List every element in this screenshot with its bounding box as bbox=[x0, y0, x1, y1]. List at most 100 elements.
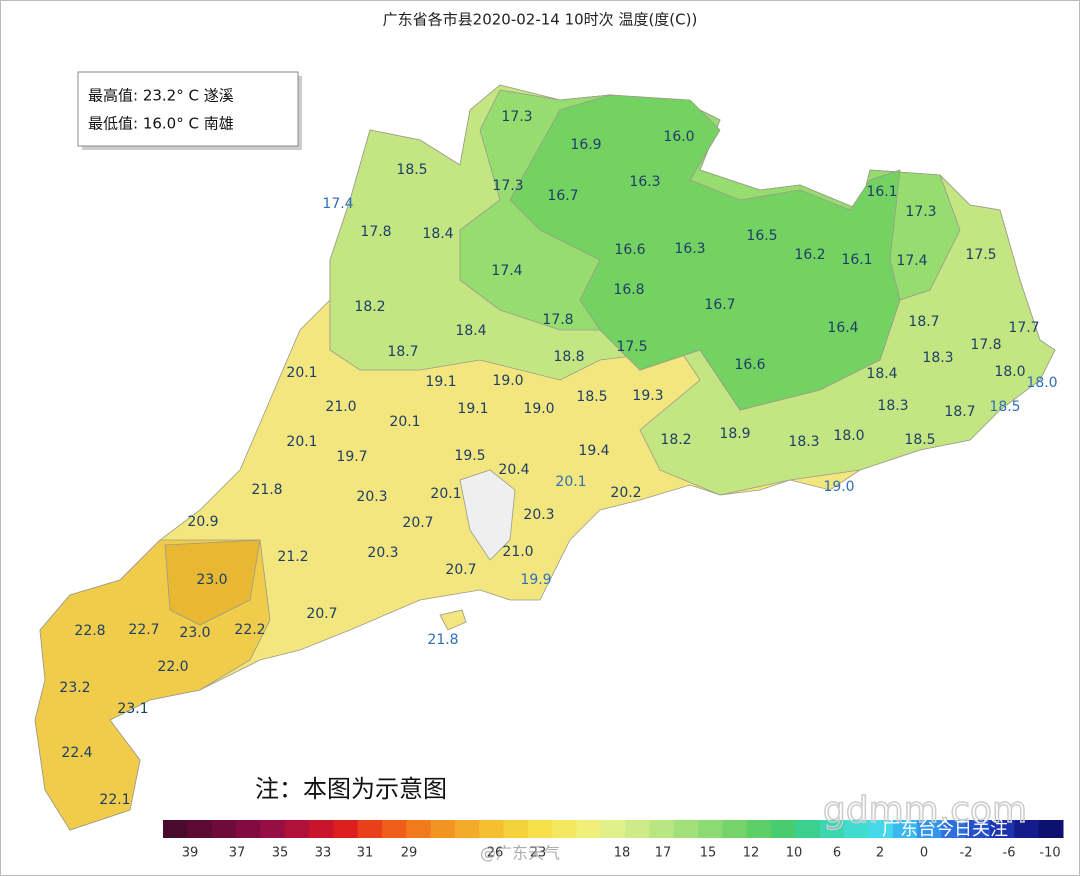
color-step bbox=[454, 820, 480, 838]
station-value: 22.8 bbox=[74, 623, 105, 639]
station-value: 17.5 bbox=[965, 247, 996, 263]
station-value: 18.0 bbox=[1026, 375, 1057, 391]
station-value: 18.3 bbox=[788, 434, 819, 450]
station-value: 18.5 bbox=[989, 399, 1020, 415]
region-no-data bbox=[459, 469, 516, 561]
station-value: 18.0 bbox=[994, 364, 1025, 380]
island bbox=[439, 609, 467, 631]
station-value: 18.3 bbox=[922, 350, 953, 366]
station-value: 20.1 bbox=[430, 486, 461, 502]
station-value: 16.1 bbox=[866, 184, 897, 200]
station-value: 18.4 bbox=[455, 323, 486, 339]
station-value: 21.8 bbox=[251, 482, 282, 498]
color-bar: 39 37 35 33 31 29 26 23 18 17 15 12 10 6 2 0 -2 -6 -10 bbox=[163, 820, 1064, 861]
color-tick-label: 29 bbox=[401, 846, 418, 861]
station-value: 21.0 bbox=[325, 399, 356, 415]
map-title: 广东省各市县2020-02-14 10时次 温度(度(C)) bbox=[383, 11, 698, 29]
color-tick-label: -2 bbox=[960, 846, 973, 861]
station-value: 18.7 bbox=[387, 344, 418, 360]
color-tick-label: 33 bbox=[315, 846, 332, 861]
station-value: 22.7 bbox=[128, 622, 159, 638]
station-value: 20.7 bbox=[306, 606, 337, 622]
station-value: 17.8 bbox=[970, 337, 1001, 353]
watermark-site: gdmm.com bbox=[823, 790, 1027, 831]
station-value: 16.9 bbox=[570, 137, 601, 153]
color-tick-label: 39 bbox=[182, 846, 199, 861]
color-tick-label: 37 bbox=[229, 846, 246, 861]
station-value: 16.4 bbox=[827, 320, 858, 336]
color-tick-label: 15 bbox=[700, 846, 717, 861]
station-value: 19.0 bbox=[523, 401, 554, 417]
station-value: 23.1 bbox=[117, 701, 148, 717]
station-value: 20.3 bbox=[367, 545, 398, 561]
station-value: 18.5 bbox=[396, 162, 427, 178]
color-step bbox=[795, 820, 821, 838]
station-value: 17.4 bbox=[491, 263, 522, 279]
color-tick-label: 10 bbox=[786, 846, 803, 861]
station-value: 19.9 bbox=[520, 572, 551, 588]
station-value: 18.4 bbox=[866, 366, 897, 382]
color-step bbox=[503, 820, 529, 838]
station-value: 23.2 bbox=[59, 680, 90, 696]
station-value: 18.9 bbox=[719, 426, 750, 442]
color-step bbox=[673, 820, 699, 838]
color-step bbox=[965, 820, 991, 838]
station-value: 17.4 bbox=[896, 253, 927, 269]
station-value: 20.1 bbox=[389, 414, 420, 430]
station-value: 19.3 bbox=[632, 388, 663, 404]
color-step bbox=[308, 820, 334, 838]
station-value: 19.0 bbox=[492, 373, 523, 389]
province-map bbox=[34, 84, 1056, 831]
station-value: 17.3 bbox=[905, 204, 936, 220]
station-value: 19.1 bbox=[457, 401, 488, 417]
station-value: 20.1 bbox=[286, 434, 317, 450]
station-value: 18.3 bbox=[877, 398, 908, 414]
color-step bbox=[235, 820, 261, 838]
station-value: 17.8 bbox=[542, 312, 573, 328]
color-step bbox=[868, 820, 894, 838]
station-value: 20.9 bbox=[187, 514, 218, 530]
station-value: 23.0 bbox=[196, 572, 227, 588]
region-dark-orange bbox=[164, 539, 261, 626]
station-value: 22.4 bbox=[61, 745, 92, 761]
color-tick-label: 12 bbox=[743, 846, 760, 861]
station-value: 16.3 bbox=[674, 241, 705, 257]
color-tick-label: 17 bbox=[655, 846, 672, 861]
color-step bbox=[260, 820, 286, 838]
station-value: 21.2 bbox=[277, 549, 308, 565]
station-value: 17.7 bbox=[1008, 320, 1039, 336]
color-step bbox=[284, 820, 310, 838]
color-step bbox=[1038, 820, 1064, 838]
color-step bbox=[844, 820, 869, 838]
station-value: 20.7 bbox=[445, 562, 476, 578]
color-step bbox=[211, 820, 237, 838]
station-value: 18.4 bbox=[422, 226, 453, 242]
summary-box: 最高值: 23.2° C 遂溪 最低值: 16.0° C 南雄 bbox=[77, 71, 302, 150]
watermark-weibo: @广东天气 bbox=[480, 844, 560, 863]
station-value: 19.1 bbox=[425, 374, 456, 390]
station-value: 21.8 bbox=[427, 632, 458, 648]
station-value: 22.0 bbox=[157, 659, 188, 675]
station-value: 16.1 bbox=[841, 252, 872, 268]
station-value: 17.3 bbox=[492, 178, 523, 194]
station-value: 18.2 bbox=[660, 432, 691, 448]
color-step bbox=[746, 820, 772, 838]
map-note: 注：本图为示意图 bbox=[255, 775, 447, 803]
color-step bbox=[381, 820, 407, 838]
station-value: 17.5 bbox=[616, 339, 647, 355]
color-step bbox=[576, 820, 602, 838]
color-step bbox=[527, 820, 553, 838]
station-value: 18.5 bbox=[576, 389, 607, 405]
color-step bbox=[771, 820, 796, 838]
station-value: 21.0 bbox=[502, 544, 533, 560]
color-tick-label: 0 bbox=[920, 846, 928, 861]
color-step bbox=[552, 820, 578, 838]
station-value: 17.3 bbox=[501, 109, 532, 125]
station-value: 20.1 bbox=[555, 474, 586, 490]
station-value: 19.7 bbox=[336, 449, 367, 465]
color-tick-label: 23 bbox=[530, 846, 547, 861]
color-step bbox=[819, 820, 845, 838]
color-step bbox=[625, 820, 650, 838]
station-value: 16.6 bbox=[734, 357, 765, 373]
